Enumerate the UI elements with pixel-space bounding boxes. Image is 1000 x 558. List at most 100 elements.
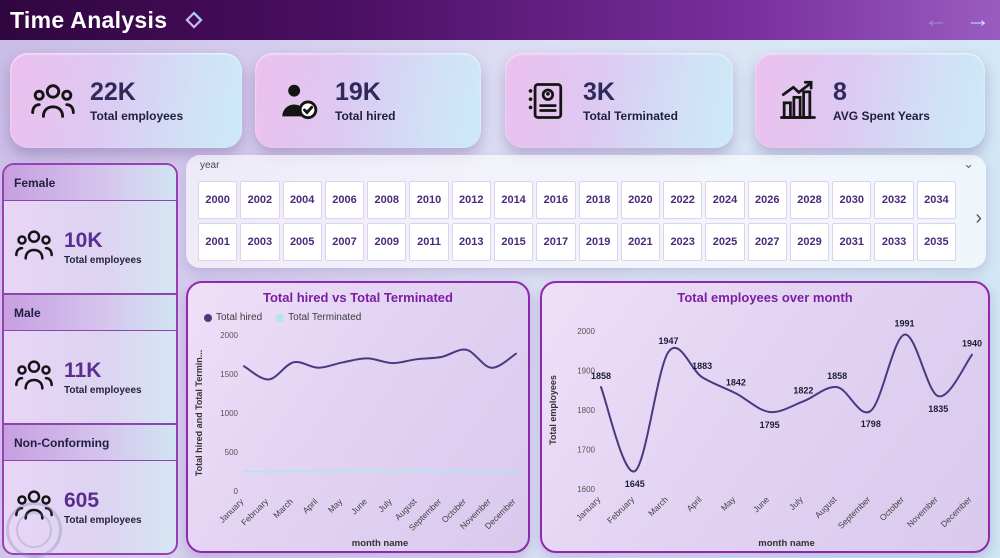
person-check-icon xyxy=(275,78,321,124)
svg-text:month name: month name xyxy=(352,538,408,549)
next-page-arrow-icon[interactable]: → xyxy=(966,6,990,33)
year-option[interactable]: 2033 xyxy=(874,223,914,261)
year-option[interactable]: 2018 xyxy=(578,181,618,219)
svg-text:1991: 1991 xyxy=(895,319,915,329)
svg-text:1842: 1842 xyxy=(726,377,746,387)
year-option[interactable]: 2029 xyxy=(789,223,830,261)
year-option[interactable]: 2000 xyxy=(198,181,238,219)
svg-text:month name: month name xyxy=(758,538,814,549)
svg-text:March: March xyxy=(271,496,295,520)
people-group-icon xyxy=(14,485,54,530)
svg-text:February: February xyxy=(605,494,637,526)
group-non-conforming[interactable]: Non-Conforming 605 Total employees xyxy=(4,425,176,553)
year-option[interactable]: 2034 xyxy=(916,181,956,219)
year-option[interactable]: 2006 xyxy=(324,181,365,219)
group-label: Total employees xyxy=(64,384,142,396)
year-option[interactable]: 2017 xyxy=(536,223,576,261)
line-chart: 1600 1700 1800 1900 2000 January February March… xyxy=(548,319,982,549)
svg-text:2000: 2000 xyxy=(220,331,238,340)
year-option[interactable]: 2025 xyxy=(705,223,745,261)
legend-dot xyxy=(276,313,285,322)
year-option[interactable]: 2012 xyxy=(451,181,491,219)
svg-text:2000: 2000 xyxy=(577,327,595,336)
svg-text:October: October xyxy=(877,494,906,523)
svg-text:1795: 1795 xyxy=(760,420,780,430)
year-option[interactable]: 2015 xyxy=(493,223,534,261)
kpi-total-terminated: 3K Total Terminated xyxy=(505,53,733,148)
legend-label: Total hired xyxy=(216,312,263,323)
kpi-label: Total hired xyxy=(335,109,396,123)
kpi-total-hired: 19K Total hired xyxy=(255,53,481,148)
year-option[interactable]: 2023 xyxy=(663,223,703,261)
people-group-icon xyxy=(14,225,54,270)
chart-title: Total hired vs Total Terminated xyxy=(263,290,453,305)
svg-text:1700: 1700 xyxy=(577,446,595,455)
svg-text:1822: 1822 xyxy=(793,385,813,395)
year-option[interactable]: 2008 xyxy=(367,181,407,219)
year-option[interactable]: 2022 xyxy=(663,181,703,219)
chart-title: Total employees over month xyxy=(677,290,853,305)
svg-text:September: September xyxy=(836,494,873,531)
kpi-label: AVG Spent Years xyxy=(833,109,930,123)
svg-text:July: July xyxy=(376,496,394,514)
chart-employees-over-month: Total employees over month 1600 1700 1800 1… xyxy=(540,281,990,553)
year-option[interactable]: 2002 xyxy=(240,181,280,219)
svg-text:500: 500 xyxy=(225,448,239,457)
year-option[interactable]: 2027 xyxy=(747,223,787,261)
year-option[interactable]: 2026 xyxy=(747,181,787,219)
svg-text:1858: 1858 xyxy=(591,371,611,381)
year-option[interactable]: 2011 xyxy=(409,223,449,261)
year-option[interactable]: 2035 xyxy=(916,223,956,261)
slicer-title: year xyxy=(200,160,220,171)
svg-text:November: November xyxy=(905,494,940,529)
page-title: Time Analysis xyxy=(10,6,168,33)
svg-text:1835: 1835 xyxy=(928,404,948,414)
group-label: Total employees xyxy=(64,254,142,266)
people-group-icon xyxy=(30,78,76,124)
group-value: 605 xyxy=(64,488,100,512)
year-option[interactable]: 2001 xyxy=(198,223,238,261)
year-option[interactable]: 2032 xyxy=(874,181,914,219)
prev-page-arrow-icon[interactable]: ← xyxy=(924,6,948,33)
year-option[interactable]: 2028 xyxy=(789,181,830,219)
svg-text:1000: 1000 xyxy=(220,409,238,418)
year-option[interactable]: 2020 xyxy=(620,181,661,219)
year-option[interactable]: 2007 xyxy=(324,223,365,261)
svg-text:1900: 1900 xyxy=(577,367,595,376)
person-document-icon xyxy=(525,79,569,123)
svg-text:1940: 1940 xyxy=(962,339,982,349)
legend-dot xyxy=(204,313,212,322)
year-option[interactable]: 2013 xyxy=(451,223,491,261)
svg-text:June: June xyxy=(349,496,369,516)
year-option[interactable]: 2003 xyxy=(240,223,280,261)
chevron-down-icon[interactable]: ⌄ xyxy=(963,156,974,171)
year-option[interactable]: 2019 xyxy=(578,223,618,261)
group-female[interactable]: Female 10K Total employees xyxy=(4,165,176,295)
year-option[interactable]: 2004 xyxy=(282,181,322,219)
year-option[interactable]: 2009 xyxy=(367,223,407,261)
svg-text:December: December xyxy=(939,494,974,529)
legend-label: Total Terminated xyxy=(288,312,362,323)
chevron-right-icon[interactable]: › xyxy=(975,207,982,229)
kpi-label: Total employees xyxy=(90,109,184,123)
year-option[interactable]: 2031 xyxy=(832,223,872,261)
year-option[interactable]: 2005 xyxy=(282,223,322,261)
svg-text:July: July xyxy=(787,494,805,512)
year-row-even: 2000 2002 2004 2006 2008 2010 2012 2014 2016 2018… xyxy=(198,181,956,219)
gender-filter-panel: Female 10K Total employees Male xyxy=(2,163,178,555)
year-option[interactable]: 2024 xyxy=(705,181,745,219)
year-option[interactable]: 2030 xyxy=(832,181,872,219)
group-male[interactable]: Male 11K Total employees xyxy=(4,295,176,425)
kpi-total-employees: 22K Total employees xyxy=(10,53,242,148)
page-navigation: ← → xyxy=(924,0,990,40)
year-option[interactable]: 2021 xyxy=(620,223,661,261)
year-option[interactable]: 2010 xyxy=(409,181,449,219)
group-value: 10K xyxy=(64,228,103,252)
svg-text:April: April xyxy=(300,496,319,515)
svg-text:1645: 1645 xyxy=(625,479,645,489)
year-option[interactable]: 2016 xyxy=(536,181,576,219)
year-option[interactable]: 2014 xyxy=(493,181,534,219)
people-group-icon xyxy=(14,355,54,400)
svg-text:0: 0 xyxy=(234,487,239,496)
